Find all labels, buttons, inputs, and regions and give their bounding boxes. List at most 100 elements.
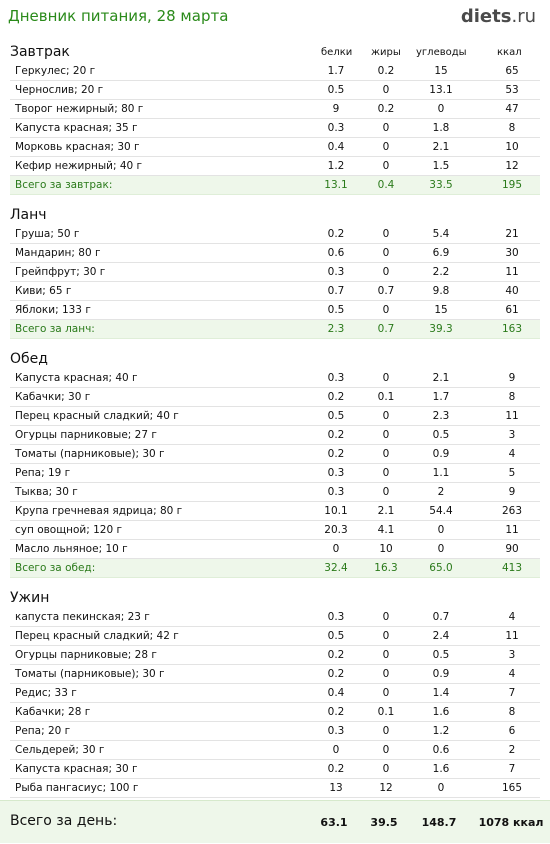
food-name: Кабачки; 28 г [15, 706, 91, 718]
header: Дневник питания, 28 марта diets.ru [0, 0, 550, 40]
food-fat: 0 [382, 725, 390, 737]
food-name: Кефир нежирный; 40 г [15, 160, 143, 172]
meals-container: Завтрак белки жиры углеводы ккал Геркулес; 20… [0, 40, 550, 844]
food-row: Киви; 65 г 0.7 0.7 9.8 40 [10, 282, 540, 301]
food-carbs: 9.8 [432, 285, 450, 297]
food-name: Рыба пангасиус; 100 г [15, 782, 139, 794]
food-carbs: 0 [437, 103, 445, 115]
meal-section: Ланч Груша; 50 г 0.2 0 5.4 21 Мандарин; 80 г 0.… [0, 203, 550, 347]
food-fat: 0.7 [377, 285, 395, 297]
food-carbs: 0 [437, 524, 445, 536]
food-row: Огурцы парниковые; 28 г 0.2 0 0.5 3 [10, 646, 540, 665]
food-name: Крупа гречневая ядрица; 80 г [15, 505, 183, 517]
column-header-fat: жиры [371, 47, 401, 58]
food-fat: 0.2 [377, 65, 395, 77]
food-name: Редис; 33 г [15, 687, 77, 699]
food-protein: 0.6 [327, 247, 345, 259]
food-carbs: 1.8 [432, 122, 450, 134]
meal-total-protein: 32.4 [324, 562, 348, 574]
food-fat: 0 [382, 160, 390, 172]
food-kcal: 7 [508, 763, 516, 775]
food-name: Капуста красная; 40 г [15, 372, 138, 384]
food-protein: 0.3 [327, 122, 345, 134]
column-header-kcal: ккал [497, 47, 522, 58]
food-carbs: 0.6 [432, 744, 450, 756]
food-row: Томаты (парниковые); 30 г 0.2 0 0.9 4 [10, 665, 540, 684]
food-kcal: 4 [508, 668, 516, 680]
meal-total-kcal: 195 [501, 179, 523, 191]
food-fat: 0 [382, 304, 390, 316]
food-row: Творог нежирный; 80 г 9 0.2 0 47 [10, 100, 540, 119]
food-fat: 0 [382, 372, 390, 384]
food-name: Огурцы парниковые; 27 г [15, 429, 157, 441]
site-logo[interactable]: diets.ru [461, 6, 536, 27]
food-protein: 0.4 [327, 141, 345, 153]
column-header-carbs: углеводы [416, 47, 467, 58]
food-name: Чернослив; 20 г [15, 84, 104, 96]
food-row: суп овощной; 120 г 20.3 4.1 0 11 [10, 521, 540, 540]
meal-total-label: Всего за завтрак: [15, 179, 113, 191]
food-protein: 1.7 [327, 65, 345, 77]
food-kcal: 11 [505, 524, 519, 536]
food-carbs: 5.4 [432, 228, 450, 240]
food-fat: 0.1 [377, 706, 395, 718]
meal-section: Завтрак белки жиры углеводы ккал Геркулес; 20… [0, 40, 550, 203]
food-protein: 10.1 [324, 505, 348, 517]
food-row: Перец красный сладкий; 40 г 0.5 0 2.3 11 [10, 407, 540, 426]
meal-total-label: Всего за обед: [15, 562, 96, 574]
day-total-carbs: 148.7 [421, 816, 457, 829]
food-protein: 0.3 [327, 266, 345, 278]
food-kcal: 165 [501, 782, 523, 794]
food-name: Мандарин; 80 г [15, 247, 101, 259]
food-protein: 0.3 [327, 372, 345, 384]
food-name: Капуста красная; 30 г [15, 763, 138, 775]
food-protein: 0.2 [327, 668, 345, 680]
food-kcal: 53 [505, 84, 519, 96]
food-fat: 0 [382, 668, 390, 680]
food-row: Перец красный сладкий; 42 г 0.5 0 2.4 11 [10, 627, 540, 646]
meal-name: Ужин [10, 590, 50, 606]
day-total-fat: 39.5 [370, 816, 398, 829]
section-gap [0, 339, 550, 347]
food-protein: 13 [329, 782, 343, 794]
food-protein: 0.5 [327, 410, 345, 422]
food-kcal: 30 [505, 247, 519, 259]
food-fat: 0.1 [377, 391, 395, 403]
food-kcal: 11 [505, 410, 519, 422]
food-row: Тыква; 30 г 0.3 0 2 9 [10, 483, 540, 502]
column-header-protein: белки [321, 47, 353, 58]
food-kcal: 7 [508, 687, 516, 699]
food-row: Капуста красная; 30 г 0.2 0 1.6 7 [10, 760, 540, 779]
food-fat: 0 [382, 687, 390, 699]
food-name: Томаты (парниковые); 30 г [15, 668, 165, 680]
food-carbs: 1.7 [432, 391, 450, 403]
food-carbs: 54.4 [429, 505, 453, 517]
food-name: Перец красный сладкий; 40 г [15, 410, 179, 422]
food-carbs: 1.6 [432, 763, 450, 775]
page-title: Дневник питания, 28 марта [8, 7, 229, 25]
food-name: Тыква; 30 г [15, 486, 78, 498]
food-protein: 20.3 [324, 524, 348, 536]
food-name: Репа; 20 г [15, 725, 71, 737]
food-kcal: 11 [505, 266, 519, 278]
food-name: Кабачки; 30 г [15, 391, 91, 403]
food-carbs: 0 [437, 543, 445, 555]
food-name: Творог нежирный; 80 г [15, 103, 144, 115]
meal-total-row: Всего за ланч: 2.3 0.7 39.3 163 [10, 320, 540, 339]
food-fat: 0 [382, 429, 390, 441]
food-name: Яблоки; 133 г [15, 304, 91, 316]
meal-section: Обед Капуста красная; 40 г 0.3 0 2.1 9 Кабачки… [0, 347, 550, 586]
food-carbs: 2.1 [432, 141, 450, 153]
food-name: Геркулес; 20 г [15, 65, 96, 77]
food-row: Капуста красная; 40 г 0.3 0 2.1 9 [10, 369, 540, 388]
food-row: Рыба пангасиус; 100 г 13 12 0 165 [10, 779, 540, 798]
food-protein: 0.2 [327, 429, 345, 441]
food-row: Огурцы парниковые; 27 г 0.2 0 0.5 3 [10, 426, 540, 445]
meal-total-fat: 16.3 [374, 562, 398, 574]
day-total-row: Всего за день: 63.1 39.5 148.7 1078 ккал [0, 800, 550, 843]
food-row: Томаты (парниковые); 30 г 0.2 0 0.9 4 [10, 445, 540, 464]
food-protein: 0.3 [327, 486, 345, 498]
food-protein: 1.2 [327, 160, 345, 172]
meal-header: Завтрак белки жиры углеводы ккал [0, 40, 550, 62]
meal-total-carbs: 39.3 [429, 323, 453, 335]
